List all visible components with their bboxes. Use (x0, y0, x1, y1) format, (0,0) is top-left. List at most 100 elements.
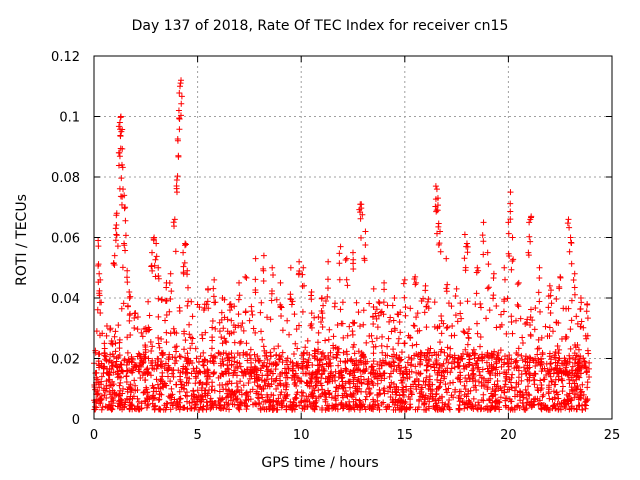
data-point (472, 382, 479, 389)
data-point (427, 363, 434, 370)
data-point (438, 372, 445, 379)
data-point (380, 299, 387, 306)
data-point (555, 406, 562, 413)
data-point (256, 383, 263, 390)
data-point (454, 363, 461, 370)
data-point (507, 379, 514, 386)
data-point (237, 338, 244, 345)
data-point (223, 339, 230, 346)
data-point (383, 406, 390, 413)
data-point (227, 391, 234, 398)
data-point (129, 356, 136, 363)
data-point (520, 364, 527, 371)
data-point (333, 384, 340, 391)
data-point (163, 284, 170, 291)
data-point (238, 324, 245, 331)
data-point (445, 385, 452, 392)
data-point (553, 295, 560, 302)
data-point (93, 328, 100, 335)
data-point (432, 203, 439, 210)
data-point (294, 345, 301, 352)
data-point (509, 330, 516, 337)
data-point (545, 384, 552, 391)
data-point (501, 276, 508, 283)
data-point (229, 401, 236, 408)
data-point (333, 351, 340, 358)
data-point (259, 372, 266, 379)
data-point (575, 346, 582, 353)
data-point (148, 348, 155, 355)
data-point (215, 398, 222, 405)
data-point (469, 375, 476, 382)
data-point (177, 112, 184, 119)
data-point (134, 395, 141, 402)
data-point (185, 298, 192, 305)
data-point (501, 389, 508, 396)
data-point (318, 406, 325, 413)
data-point (378, 342, 385, 349)
data-point (203, 301, 210, 308)
data-point (502, 371, 509, 378)
data-point (344, 393, 351, 400)
data-point (342, 257, 349, 264)
data-point (473, 386, 480, 393)
data-point (190, 391, 197, 398)
data-point (291, 376, 298, 383)
data-point (446, 397, 453, 404)
data-point (331, 403, 338, 410)
data-point (469, 403, 476, 410)
data-point (142, 346, 149, 353)
data-point (155, 397, 162, 404)
data-point (124, 334, 131, 341)
data-point (537, 377, 544, 384)
data-point (568, 260, 575, 267)
data-point (507, 189, 514, 196)
data-point (408, 355, 415, 362)
data-point (447, 345, 454, 352)
y-tick-label: 0.08 (51, 171, 80, 186)
data-point (249, 386, 256, 393)
data-point (244, 357, 251, 364)
data-point (362, 396, 369, 403)
data-point (212, 400, 219, 407)
data-point (433, 400, 440, 407)
data-point (274, 382, 281, 389)
data-point (442, 381, 449, 388)
data-point (215, 374, 222, 381)
data-point (182, 337, 189, 344)
data-point (218, 334, 225, 341)
data-point (421, 352, 428, 359)
data-point (293, 395, 300, 402)
data-point (476, 368, 483, 375)
data-point (173, 381, 180, 388)
data-point (456, 406, 463, 413)
data-point (343, 366, 350, 373)
data-point (127, 293, 134, 300)
data-point (101, 345, 108, 352)
data-point (204, 358, 211, 365)
data-point (124, 388, 131, 395)
data-point (166, 394, 173, 401)
data-point (159, 361, 166, 368)
data-point (275, 395, 282, 402)
data-point (368, 332, 375, 339)
data-point (116, 119, 123, 126)
data-point (529, 356, 536, 363)
data-point (505, 404, 512, 411)
data-point (235, 311, 242, 318)
data-point (387, 314, 394, 321)
data-point (493, 356, 500, 363)
data-point (311, 406, 318, 413)
data-point (404, 359, 411, 366)
data-point (381, 279, 388, 286)
data-point (185, 284, 191, 291)
data-point (351, 361, 358, 368)
data-point (252, 276, 259, 283)
data-point (477, 406, 484, 413)
data-point (449, 323, 456, 330)
data-point (422, 357, 429, 364)
data-point (536, 264, 543, 271)
data-point (462, 386, 469, 393)
data-point (534, 351, 541, 358)
data-point (490, 275, 497, 282)
